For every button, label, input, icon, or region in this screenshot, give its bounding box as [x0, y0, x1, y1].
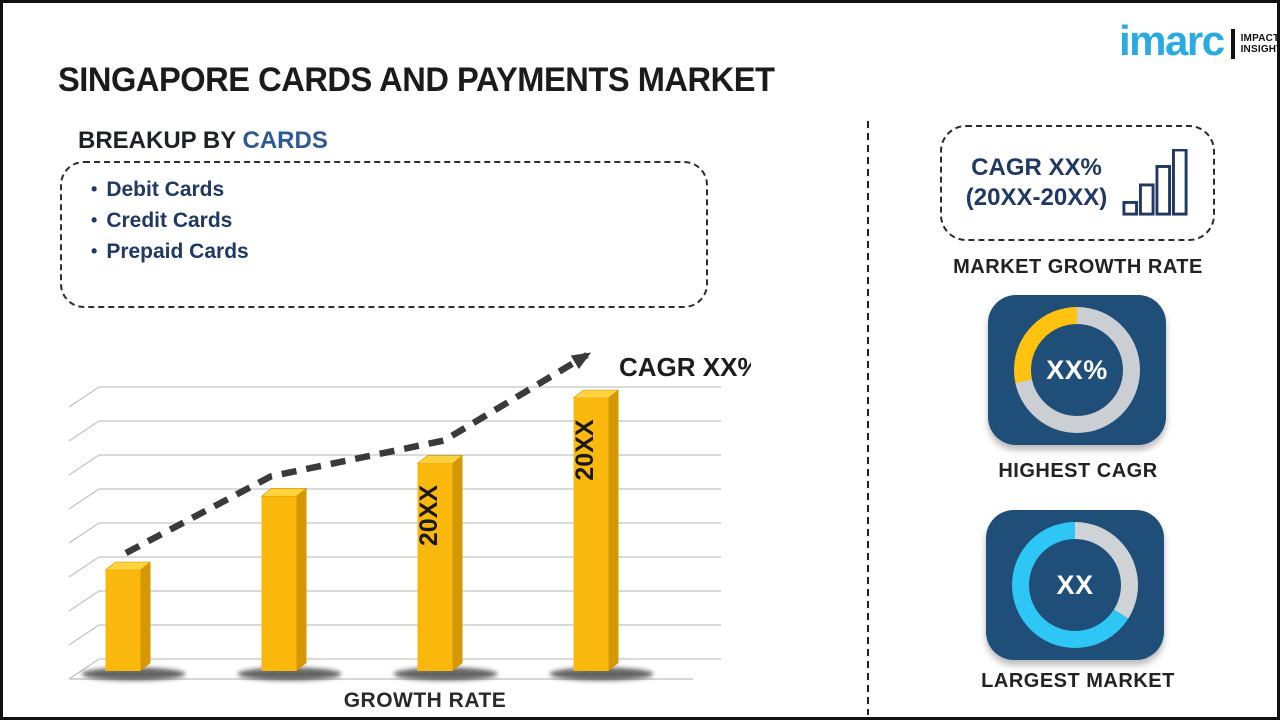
donut-hole [1031, 324, 1123, 416]
svg-text:20XX: 20XX [415, 485, 443, 546]
section-divider-line [867, 121, 869, 715]
breakup-heading: BREAKUP BY CARDS [78, 127, 328, 155]
list-item: • Credit Cards [91, 205, 249, 236]
list-item-label: Debit Cards [106, 177, 225, 201]
cagr-growth-text: CAGR XX% (20XX-20XX) [965, 154, 1108, 211]
bullet-icon: • [91, 179, 98, 199]
market-growth-rate-caption: MARKET GROWTH RATE [953, 256, 1203, 278]
page-title: SINGAPORE CARDS AND PAYMENTS MARKET [58, 61, 775, 99]
highest-cagr-caption: HIGHEST CAGR [998, 460, 1158, 482]
largest-market-tile: XX [986, 510, 1164, 660]
cagr-growth-box: CAGR XX% (20XX-20XX) [940, 125, 1215, 241]
list-item: • Prepaid Cards [91, 236, 249, 267]
svg-text:20XX: 20XX [571, 419, 599, 480]
list-item-label: Prepaid Cards [106, 239, 249, 263]
bar-chart-icon [1121, 149, 1189, 217]
list-item-label: Credit Cards [106, 208, 233, 232]
largest-market-donut-chart: XX [1012, 522, 1138, 648]
cards-list-box [60, 161, 708, 308]
list-item: • Debit Cards [91, 174, 249, 205]
breakup-heading-highlight: CARDS [242, 127, 328, 154]
growth-rate-bar-chart: 20XX 20XX CAGR XX% GROWTH RATE [59, 333, 761, 715]
imarc-logo-text: imarc [1119, 17, 1225, 64]
highest-cagr-value: XX% [1046, 354, 1108, 385]
breakup-heading-prefix: BREAKUP BY [78, 127, 236, 154]
logo-divider-bar [1230, 29, 1235, 59]
largest-market-value: XX [1056, 569, 1094, 600]
bullet-icon: • [91, 241, 98, 261]
svg-text:GROWTH RATE: GROWTH RATE [344, 689, 507, 712]
highest-cagr-donut-chart: XX% [1014, 307, 1140, 433]
cards-list: • Debit Cards • Credit Cards • Prepaid Cards [91, 174, 249, 267]
donut-hole [1029, 539, 1121, 631]
bullet-icon: • [91, 210, 98, 230]
highest-cagr-tile: XX% [988, 295, 1166, 445]
svg-text:CAGR XX%: CAGR XX% [619, 352, 751, 382]
largest-market-caption: LARGEST MARKET [981, 670, 1175, 692]
